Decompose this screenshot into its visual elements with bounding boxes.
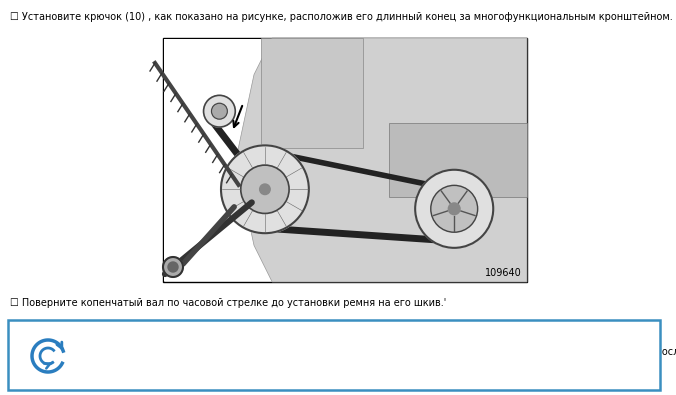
Text: Примечание:: Примечание: [95, 328, 167, 338]
Circle shape [212, 103, 227, 119]
Polygon shape [236, 38, 527, 282]
Circle shape [415, 170, 493, 248]
Circle shape [431, 185, 478, 232]
Circle shape [448, 203, 460, 214]
Circle shape [168, 262, 178, 272]
Bar [164, 39, 526, 281]
Bar [164, 39, 526, 281]
Circle shape [221, 145, 309, 233]
Text: ☐ Установите крючок (10) , как показано на рисунке, расположив его длинный конец: ☐ Установите крючок (10) , как показано … [10, 12, 673, 22]
Bar [389, 123, 527, 197]
Circle shape [241, 165, 289, 213]
Circle shape [163, 257, 183, 277]
Bar [262, 38, 363, 148]
Text: Приспособление для установки ремня привода компрессора кондиционера используется: Приспособление для установки ремня приво… [95, 347, 676, 357]
Circle shape [203, 95, 235, 127]
Text: 109640: 109640 [485, 268, 522, 278]
Bar [163, 38, 527, 282]
Text: ☐ Поверните копенчатый вал по часовой стрелке до установки ремня на его шкив.': ☐ Поверните копенчатый вал по часовой ст… [10, 298, 446, 308]
Circle shape [260, 184, 270, 195]
Bar [8, 320, 660, 390]
